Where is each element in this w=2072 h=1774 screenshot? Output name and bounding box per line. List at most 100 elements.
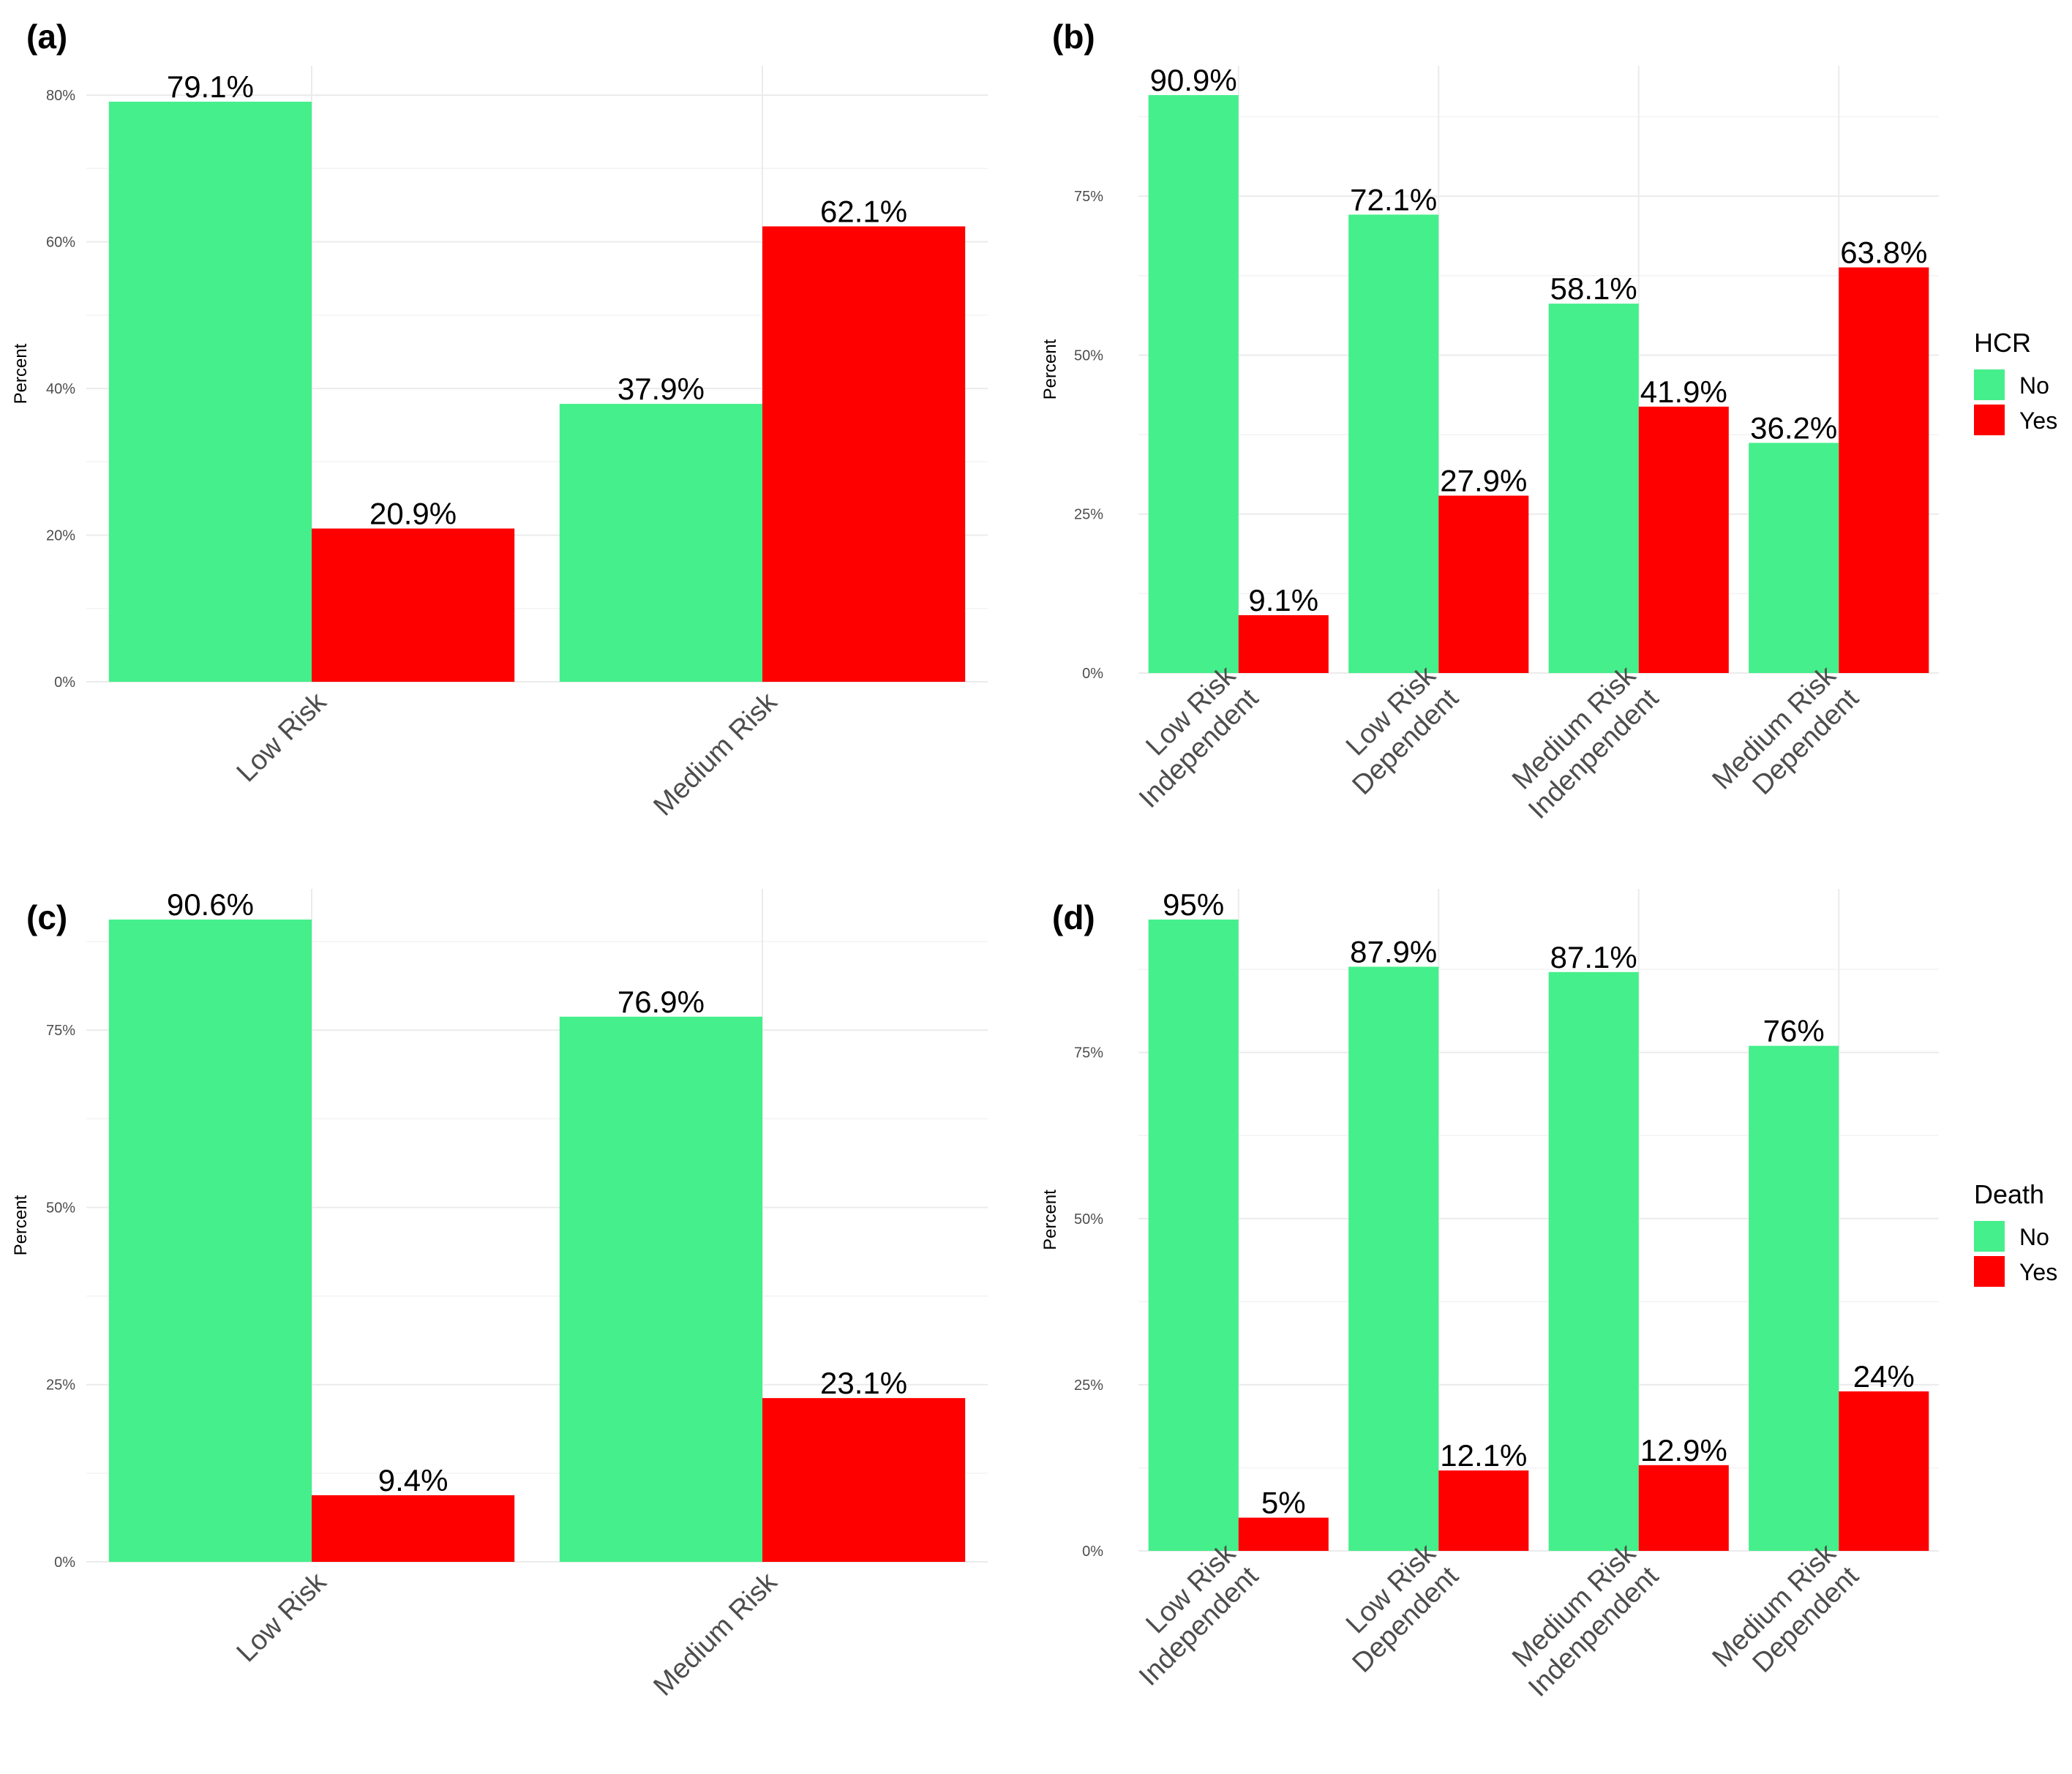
x-category-label: Medium RiskIndenpendent (1500, 1538, 1665, 1703)
bar-no (559, 1016, 762, 1562)
bar-yes (762, 226, 966, 682)
data-label: 37.9% (618, 372, 705, 406)
x-category-label: Low Risk (231, 686, 333, 788)
panel-label: (a) (26, 18, 67, 56)
y-tick-label: 0% (54, 1555, 75, 1571)
y-tick-label: 25% (1074, 507, 1103, 523)
bar-no (1548, 971, 1639, 1551)
bar-no (108, 920, 312, 1562)
legend-death: Death No Yes (1974, 1179, 2057, 1287)
y-axis-title: Percent (1040, 1189, 1060, 1250)
x-category-label: Low Risk (231, 1566, 333, 1668)
data-label: 58.1% (1550, 271, 1637, 306)
y-tick-label: 50% (1074, 347, 1103, 364)
bar-yes (1638, 406, 1729, 673)
data-label: 72.1% (1350, 182, 1437, 217)
x-category-label: Medium Risk (648, 686, 784, 822)
legend-title: HCR (1974, 328, 2031, 358)
panel-c: (c) Percent 0% 25% 50% 75% 90.6% 76.9% 9.4% 23.1%… (11, 887, 988, 1702)
legend-hcr: HCR No Yes (1974, 328, 2057, 435)
y-tick-label: 80% (46, 88, 75, 104)
panel-b: (b) Percent 0% 25% 50% 75% 90.9% 72.1% 58.1% 36.2… (1040, 18, 1939, 825)
x-category-label: Medium RiskIndenpendent (1500, 660, 1665, 825)
bar-no (559, 404, 762, 682)
bar-no (1548, 304, 1639, 673)
data-label: 76% (1763, 1014, 1825, 1048)
legend-swatch-no (1974, 1221, 2005, 1252)
legend-label-no: No (2019, 372, 2049, 399)
y-tick-label: 75% (46, 1023, 75, 1039)
legend-label-yes: Yes (2019, 1259, 2057, 1285)
y-tick-label: 0% (1082, 666, 1103, 682)
y-tick-label: 25% (1074, 1378, 1103, 1394)
bar-no (1348, 966, 1439, 1551)
x-category-label: Low RiskDependent (1324, 1538, 1465, 1679)
y-tick-label: 25% (46, 1378, 75, 1394)
data-label: 5% (1261, 1486, 1306, 1520)
data-label: 24% (1853, 1359, 1915, 1394)
data-label: 76.9% (618, 985, 705, 1019)
bar-yes (1438, 495, 1529, 673)
data-label: 12.9% (1640, 1433, 1727, 1467)
bar-no (108, 102, 312, 682)
bar-yes (312, 1495, 515, 1562)
panel-d: (d) Percent 0% 25% 50% 75% 95% 87.9% 87.1% 76% 5% 1… (1040, 887, 1939, 1703)
data-label: 12.1% (1440, 1438, 1527, 1473)
data-label: 90.6% (167, 887, 254, 922)
bar-no (1749, 1045, 1839, 1551)
data-label: 90.9% (1150, 63, 1237, 97)
y-tick-label: 50% (1074, 1211, 1103, 1228)
x-category-label: Medium RiskDependent (1707, 1538, 1866, 1696)
legend-title: Death (1974, 1179, 2044, 1209)
data-label: 63.8% (1840, 236, 1927, 270)
data-label: 27.9% (1440, 464, 1527, 498)
legend-swatch-no (1974, 369, 2005, 400)
data-label: 62.1% (820, 194, 907, 228)
bar-yes (1839, 267, 1929, 673)
y-tick-label: 60% (46, 235, 75, 251)
data-label: 23.1% (820, 1366, 907, 1400)
bar-yes (312, 528, 515, 682)
panel-a: (a) Percent 0% 20% 40% 60% 80% 79.1% 37.9% 20.9% 6… (11, 18, 988, 822)
data-label: 41.9% (1640, 375, 1727, 409)
x-category-label: Low RiskIndependent (1111, 660, 1265, 814)
y-tick-label: 20% (46, 528, 75, 544)
panel-label: (b) (1052, 18, 1095, 56)
bar-yes (762, 1398, 966, 1562)
x-category-label: Low RiskDependent (1324, 660, 1465, 801)
data-label: 79.1% (167, 69, 254, 104)
x-category-label: Low RiskIndependent (1111, 1538, 1265, 1692)
y-tick-label: 0% (1082, 1544, 1103, 1560)
panel-label: (d) (1052, 898, 1095, 936)
bar-yes (1438, 1470, 1529, 1551)
bar-yes (1238, 614, 1329, 673)
data-label: 9.1% (1248, 583, 1318, 617)
data-label: 87.9% (1350, 934, 1437, 969)
y-tick-label: 50% (46, 1200, 75, 1216)
y-axis-title: Percent (11, 343, 31, 404)
data-label: 36.2% (1750, 410, 1837, 445)
y-tick-label: 75% (1074, 1045, 1103, 1061)
data-label: 95% (1163, 887, 1224, 922)
x-category-label: Medium RiskDependent (1707, 660, 1866, 819)
y-tick-label: 40% (46, 381, 75, 397)
bar-no (1348, 214, 1439, 674)
bar-no (1148, 920, 1239, 1551)
data-label: 9.4% (378, 1463, 448, 1497)
legend-swatch-yes (1974, 405, 2005, 435)
bar-yes (1238, 1517, 1329, 1551)
legend-label-no: No (2019, 1224, 2049, 1250)
legend-swatch-yes (1974, 1256, 2005, 1287)
bar-yes (1839, 1391, 1929, 1551)
data-label: 20.9% (369, 496, 457, 530)
x-category-label: Medium Risk (648, 1566, 784, 1702)
legend-label-yes: Yes (2019, 407, 2057, 434)
y-tick-label: 75% (1074, 189, 1103, 205)
y-axis-title: Percent (11, 1195, 31, 1255)
bar-no (1749, 443, 1839, 673)
y-tick-label: 0% (54, 674, 75, 691)
bar-yes (1638, 1465, 1729, 1551)
panel-label: (c) (26, 898, 67, 936)
data-label: 87.1% (1550, 940, 1637, 974)
